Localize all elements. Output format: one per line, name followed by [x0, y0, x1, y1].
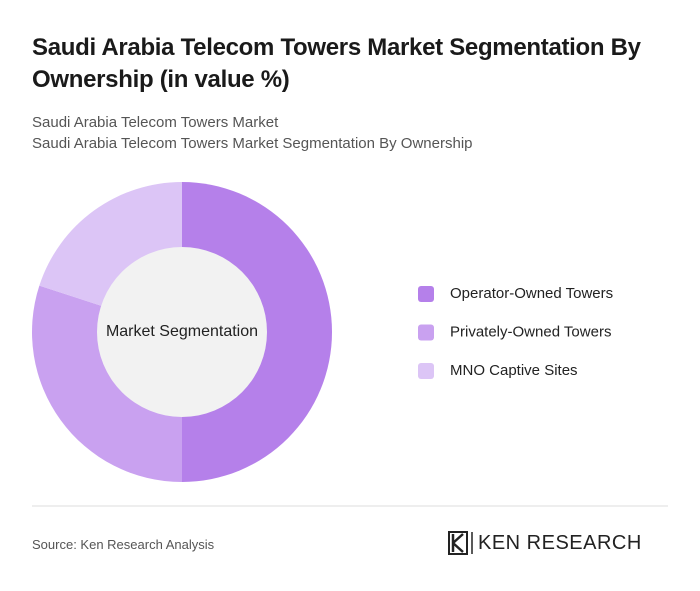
- legend-swatch: [418, 286, 434, 302]
- logo-icon: [448, 531, 473, 555]
- donut-hole: [97, 247, 267, 417]
- legend-label: Privately-Owned Towers: [450, 323, 611, 340]
- legend-label: MNO Captive Sites: [450, 362, 578, 379]
- subtitle: Saudi Arabia Telecom Towers Market Segme…: [32, 135, 473, 152]
- brand: KEN RESEARCH: [478, 532, 642, 554]
- source: Source: Ken Research Analysis: [32, 537, 215, 552]
- chart-title: Saudi Arabia Telecom Towers Market Segme…: [32, 34, 641, 93]
- legend-swatch: [418, 363, 434, 379]
- legend-label: Operator-Owned Towers: [450, 285, 613, 302]
- center-label: Market Segmentation: [106, 323, 258, 340]
- legend-swatch: [418, 324, 434, 341]
- subtitle: Saudi Arabia Telecom Towers Market: [32, 114, 279, 131]
